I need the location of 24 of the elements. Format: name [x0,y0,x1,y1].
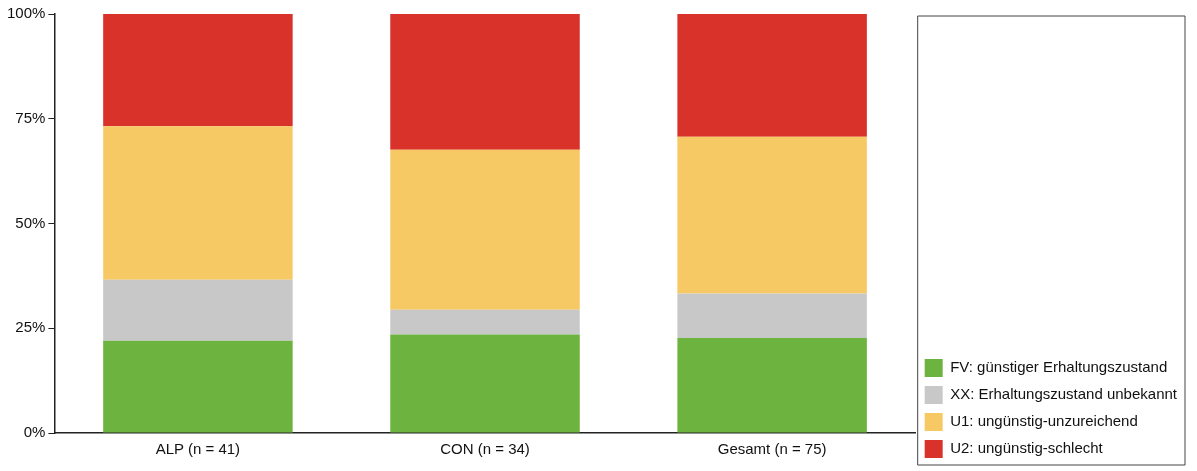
bar [677,136,867,294]
bar [390,334,580,433]
bar [390,149,580,310]
y-tick-label: 50% [15,213,46,231]
legend-label: FV: günstiger Erhaltungszustand [950,358,1168,376]
bar [103,279,293,341]
bar [103,126,293,280]
y-tick-label: 75% [15,108,46,126]
x-tick-label: Gesamt (n = 75) [717,440,827,458]
bar [103,14,293,127]
x-tick-label: ALP (n = 41) [155,440,241,458]
legend-label: U1: ungünstig-unzureichend [950,412,1138,430]
bar [677,14,867,137]
bar [390,14,580,150]
legend-label: U2: ungünstig-schlecht [950,439,1104,457]
bar [677,337,867,433]
y-tick-label: 0% [23,423,46,441]
bar [103,340,293,433]
y-tick-label: 25% [15,318,46,336]
y-tick-label: 100% [6,4,46,22]
legend-label: XX: Erhaltungszustand unbekannt [950,385,1178,403]
x-tick-label: CON (n = 34) [440,440,530,458]
bar [390,309,580,335]
bar [677,293,867,338]
